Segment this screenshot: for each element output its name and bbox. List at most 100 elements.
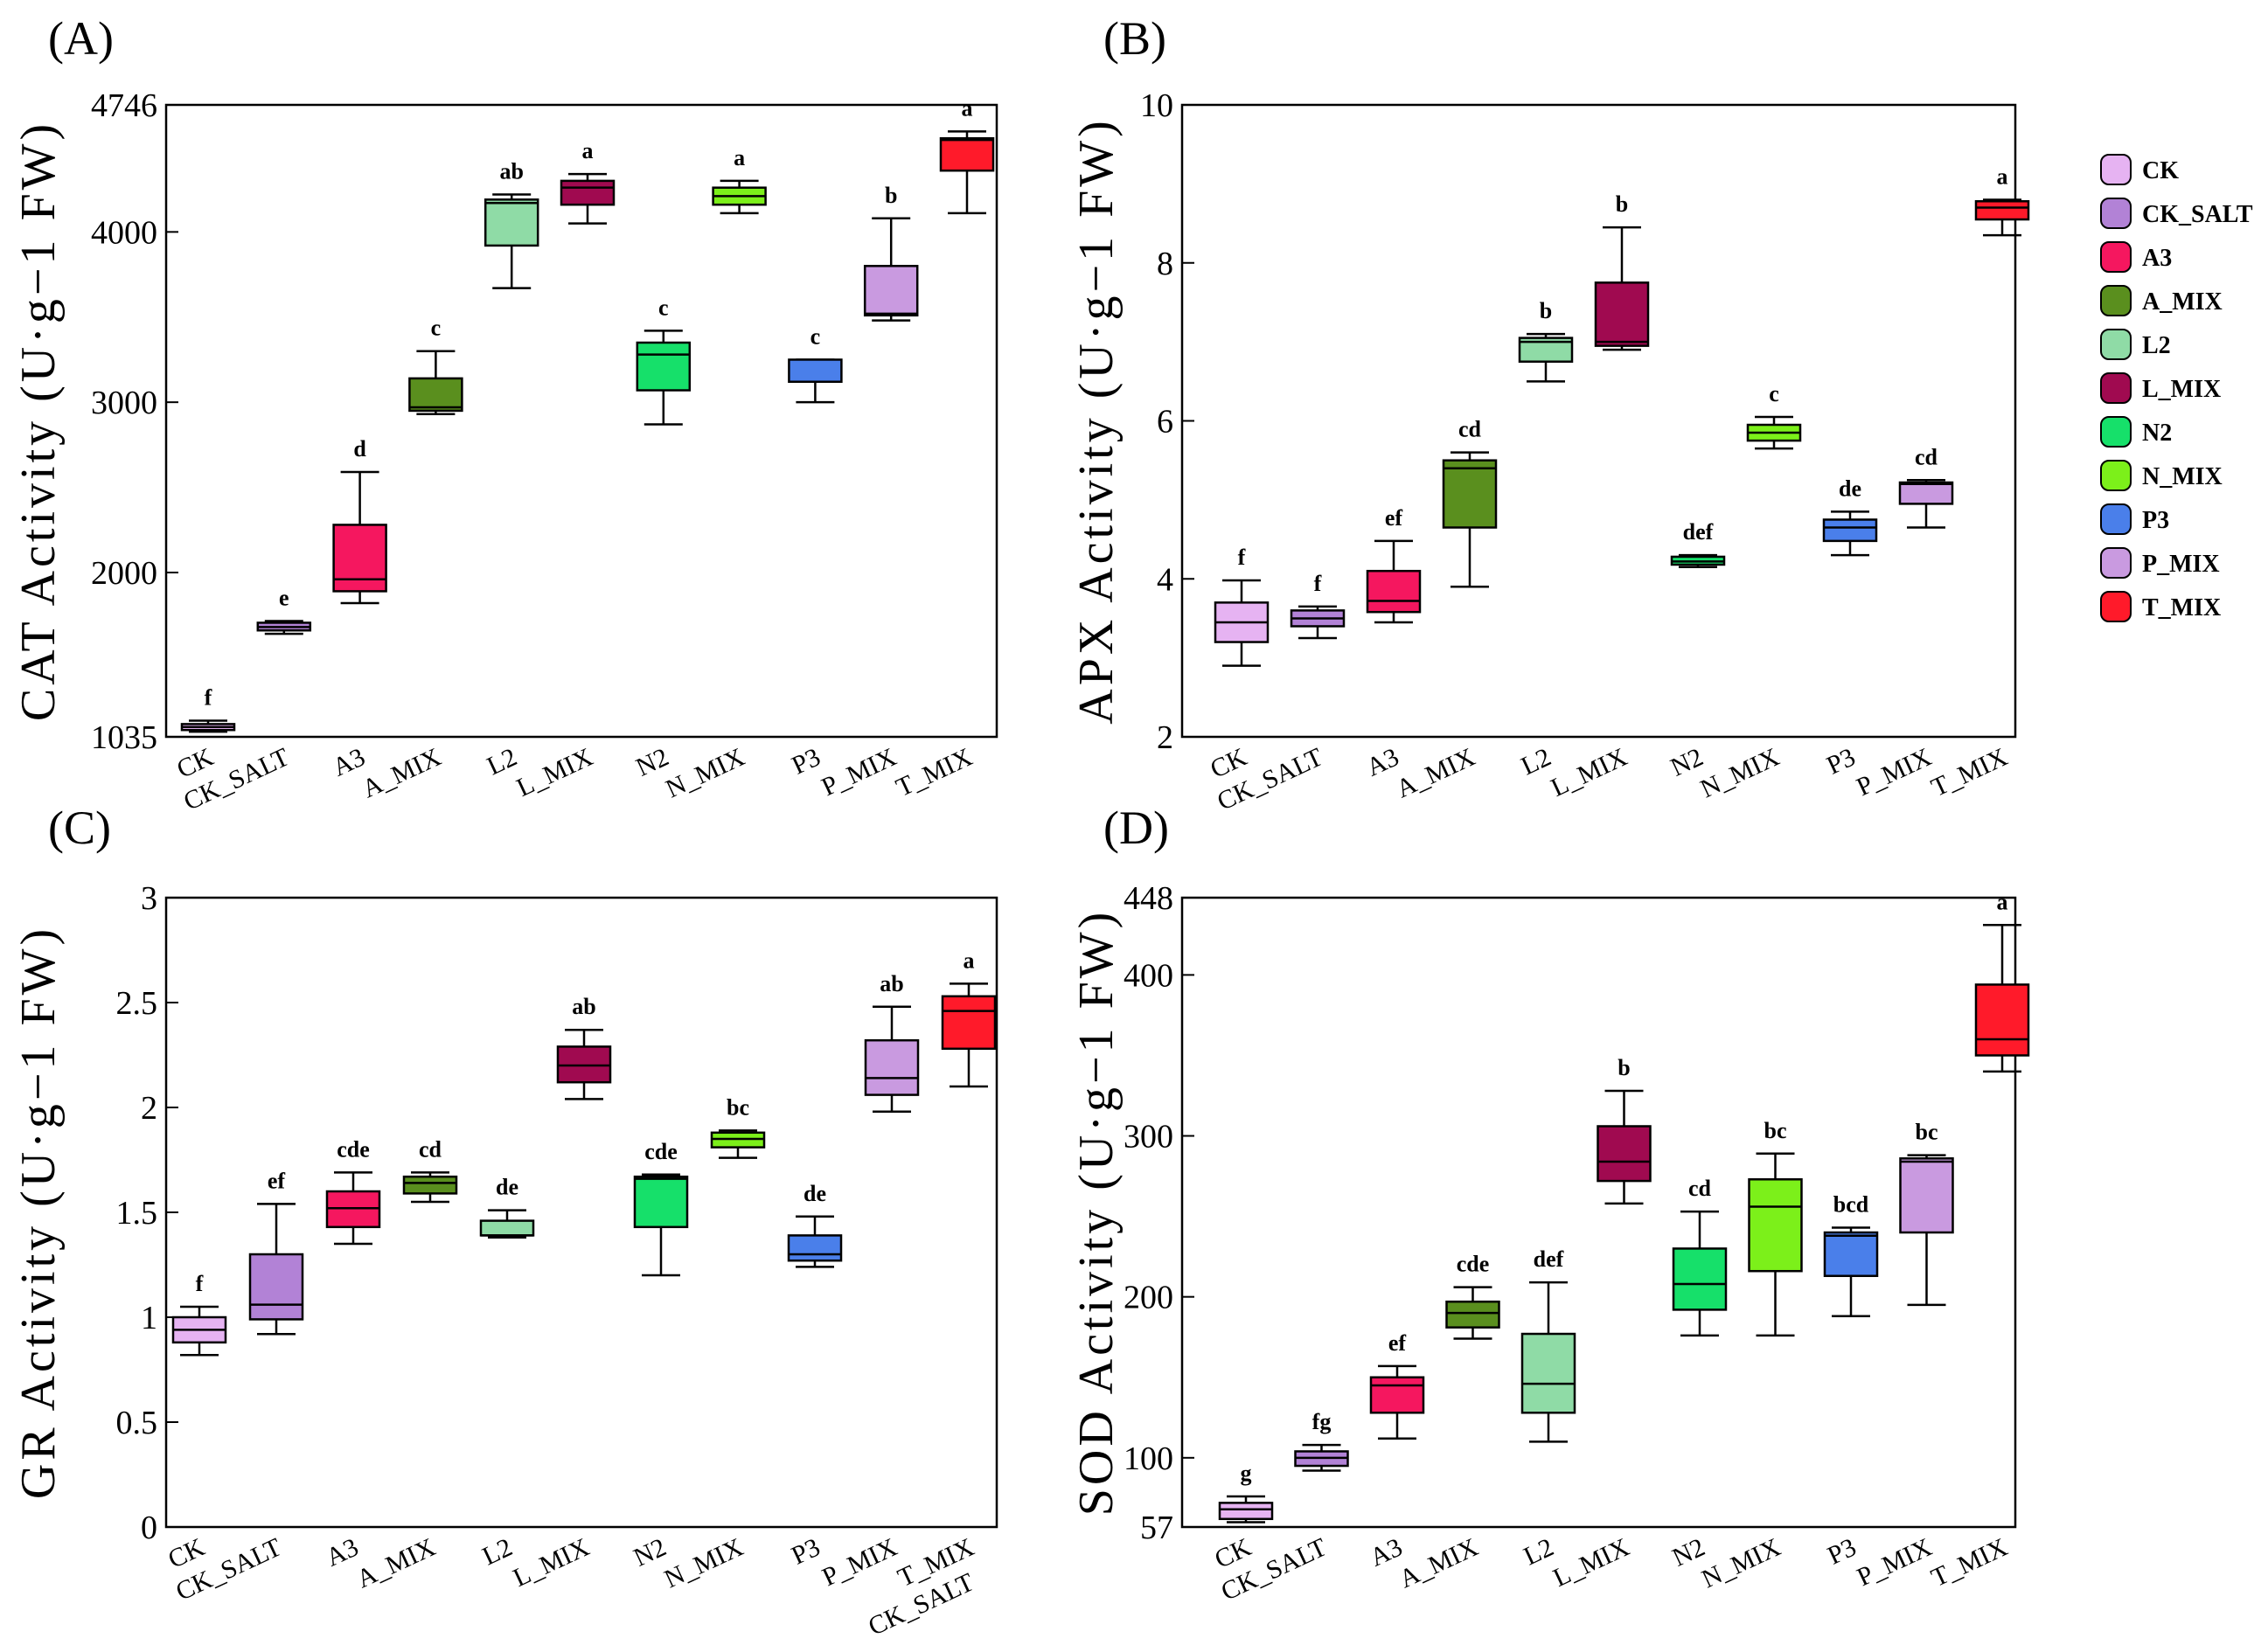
legend-item: L2 [2100,329,2171,360]
y-tick-label: 2000 [91,555,157,592]
box-n-mix: bc [710,1094,766,1159]
x-tick-label: A_MIX [358,742,445,803]
box-p-mix: cd [1898,444,1954,529]
box-iqr [1822,518,1878,543]
box-p3: bcd [1823,1191,1879,1318]
box-n2: cd [1672,1176,1728,1337]
x-tick-label: N_MIX [660,1532,748,1593]
legend-item: CK [2100,154,2179,185]
box-p-mix: bc [1899,1120,1954,1307]
legend-label: A_MIX [2142,288,2223,316]
significance-label: a [734,145,745,170]
box-ck: f [171,1271,227,1357]
significance-label: def [1683,519,1714,545]
box-iqr [636,341,692,392]
box-iqr [479,1219,535,1237]
x-tick-label: P_MIX [817,742,901,802]
significance-label: a [962,95,973,121]
plot-frame [1180,103,2017,739]
x-tick-label: N_MIX [662,742,749,803]
box-a3: ef [1369,1330,1425,1440]
y-tick-label: 0 [141,1510,157,1546]
box-l2: def [1520,1246,1576,1443]
significance-label: b [885,183,897,208]
box-iqr [1823,1231,1879,1277]
box-iqr [1445,1300,1500,1329]
box-iqr [864,1038,920,1096]
box-n2: c [636,295,692,426]
box-ck-salt: ef [248,1168,304,1336]
box-l-mix: b [1597,1055,1652,1205]
box-n2: cde [633,1139,689,1277]
significance-label: c [658,295,669,320]
y-tick-label: 100 [1124,1440,1173,1477]
x-tick-label: P_MIX [817,1532,901,1592]
y-tick-label: 10 [1140,87,1173,124]
significance-label: a [964,947,975,973]
box-p-mix: ab [864,971,920,1114]
legend-item: P3 [2100,503,2169,535]
legend-label: CK_SALT [2142,201,2253,228]
significance-label: cde [1457,1252,1490,1277]
box-l2: b [1518,298,1574,383]
box-n2: def [1670,519,1726,568]
legend-label: L2 [2142,332,2171,359]
significance-label: c [1769,381,1779,406]
box-iqr [787,1234,843,1262]
y-tick-label: 2 [141,1090,157,1127]
significance-label: cde [337,1136,370,1162]
x-tick-label: P_MIX [1852,742,1936,802]
legend-item: T_MIX [2100,591,2221,622]
y-tick-label: 4 [1157,561,1173,598]
box-iqr [1672,1247,1728,1311]
significance-label: ef [1388,1330,1407,1356]
plot-frame [164,896,998,1529]
box-ck: g [1218,1461,1274,1524]
box-iqr [633,1175,689,1229]
y-axis-title: CAT Activity (U·g−1 FW) [11,121,66,721]
box-ck-salt: e [256,586,312,635]
legend-swatch [2100,460,2132,491]
significance-label: g [1241,1461,1252,1486]
box-iqr [484,198,539,247]
x-tick-label: L_MIX [509,1532,594,1593]
legend-item: N2 [2100,416,2172,448]
y-tick-label: 1 [141,1300,157,1336]
y-tick-label: 3 [141,880,157,917]
significance-label: a [1997,163,2008,189]
x-tick-label: N_MIX [1696,742,1784,803]
box-iqr [788,358,843,384]
significance-label: f [196,1271,204,1296]
y-tick-label: 200 [1124,1280,1173,1316]
box-iqr [1974,200,2030,221]
legend-label: CK [2142,157,2179,184]
box-iqr [1369,1376,1425,1414]
significance-label: cd [1915,444,1938,469]
box-iqr [1898,481,1954,505]
significance-label: ef [1385,505,1403,531]
box-a-mix: cd [402,1136,458,1204]
box-ck-salt: fg [1294,1409,1349,1472]
legend-swatch [2100,285,2132,316]
panel-label: (C) [48,802,111,854]
box-a-mix: cd [1442,417,1498,588]
box-iqr [1594,281,1650,347]
x-tick-label: T_MIX [1927,1532,2012,1593]
legend-swatch [2100,503,2132,535]
x-tick-label: A_MIX [352,1532,440,1593]
y-tick-label: 1035 [91,719,157,756]
significance-label: bc [727,1094,749,1120]
significance-label: ef [268,1168,286,1193]
box-iqr [560,179,616,206]
legend-label: N_MIX [2142,463,2223,490]
box-n-mix: bc [1748,1118,1803,1337]
box-iqr [1218,1502,1274,1521]
y-axis-title: GR Activity (U·g−1 FW) [11,926,66,1499]
legend-swatch [2100,372,2132,404]
y-tick-label: 57 [1140,1510,1173,1546]
box-t-mix: a [1974,163,2030,237]
significance-label: c [431,316,442,341]
plot-frame [1180,896,2017,1529]
y-tick-label: 400 [1124,957,1173,994]
